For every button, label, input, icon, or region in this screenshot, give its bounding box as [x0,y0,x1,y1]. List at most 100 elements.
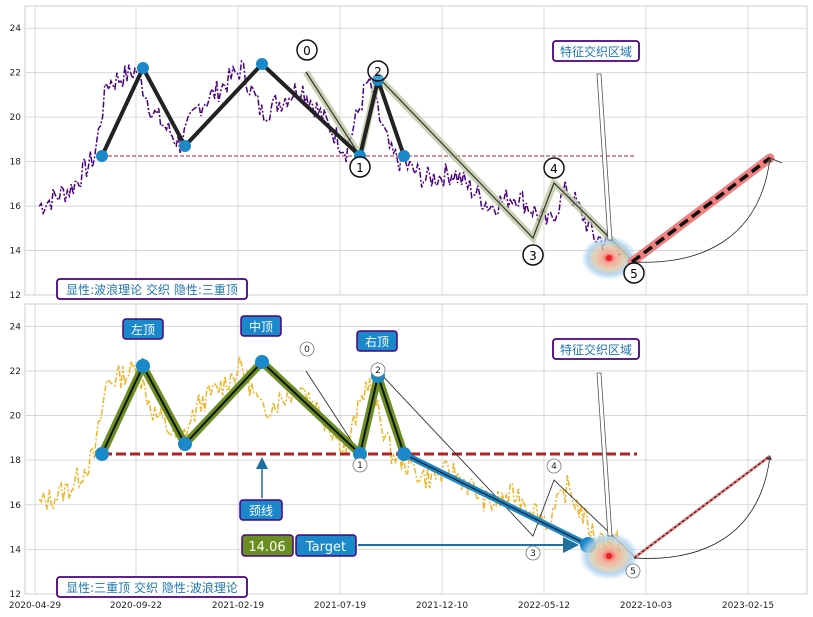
top-zone-pointer [596,73,613,241]
left-top-label: 左顶 [131,322,155,337]
bottom-point-7 [397,447,411,461]
top-ytick-label: 12 [10,291,21,301]
top-wave-label-0: 0 [303,44,311,58]
top-wave-labels: 0 1 2 3 4 5 [296,39,645,284]
top-projection-tick [769,157,783,164]
bottom-y-axis: 12 14 16 18 20 22 24 [10,322,22,600]
top-wave-label-5-ring [623,262,645,284]
top-point-6 [372,74,384,86]
xtick-label: 2022-10-03 [620,601,672,611]
top-point-7 [398,150,410,162]
bottom-ytick-label: 16 [10,501,22,511]
top-wave-label-3-ring [522,244,544,266]
top-zone-label: 特征交织区域 [560,44,632,59]
bottom-wave-label-5: 5 [630,567,636,577]
top-projection-line [630,156,772,264]
top-wave-label-4: 4 [550,162,558,176]
bottom-ytick-label: 14 [10,545,22,555]
xtick-label: 2020-09-22 [110,601,162,611]
top-wave-label-1: 1 [356,161,364,175]
bottom-wave-label-0-ring [299,341,315,357]
right-top-label: 右顶 [365,334,389,349]
top-wave-label-1-ring [349,156,371,178]
left-top-badge [122,318,164,340]
top-ytick-label: 18 [10,158,22,168]
bottom-ytick-label: 18 [10,456,22,466]
bottom-wave-label-4: 4 [551,462,557,472]
middle-top-label: 中顶 [249,319,273,334]
bottom-wave-label-1-ring [352,457,368,473]
bottom-zone-badge [552,338,640,360]
xtick-label: 2021-07-19 [314,601,367,611]
bottom-point-4 [255,355,269,369]
bottom-wave-label-3-ring [525,545,541,561]
bottom-caption: 显性:三重顶 交织 隐性:波浪理论 [66,580,238,595]
top-projection-arc [633,157,772,263]
xtick-label: 2020-04-29 [9,601,62,611]
top-zigzag-points [96,58,410,162]
right-top-badge [356,330,398,352]
bottom-ytick-label: 20 [10,412,22,422]
top-point-2 [137,62,149,74]
top-wave-label-5: 5 [630,267,638,281]
bottom-zone-label: 特征交织区域 [560,342,632,357]
bottom-wave-labels: 0 1 2 3 4 5 [299,341,641,579]
neckline-label: 颈线 [249,504,273,518]
top-wave-label-0-ring [296,39,318,61]
top-wave-label-2-ring [367,60,389,82]
top-y-axis: 12 14 16 18 20 22 24 [10,24,22,301]
top-plot-area [24,5,808,296]
bottom-wave-label-4-ring [546,458,562,474]
bottom-projection-line [633,455,771,559]
top-ytick-label: 14 [10,247,22,257]
bottom-wave-label-2: 2 [375,366,381,376]
top-ytick-label: 16 [10,202,22,212]
top-zone-center [606,255,612,261]
top-wave-label-3: 3 [529,249,537,263]
bottom-zone-pointer [596,372,613,537]
bottom-ytick-label: 22 [10,367,21,377]
neckline-badge [239,499,283,521]
bottom-point-1 [95,447,109,461]
bottom-wave-label-2-ring [370,362,386,378]
top-ytick-label: 24 [10,24,22,34]
bottom-wave-label-1: 1 [357,461,363,471]
xtick-label: 2023-02-15 [722,601,774,611]
target-label: Target [305,540,346,555]
bottom-wave-label-0: 0 [304,345,310,355]
xtick-label: 2021-02-19 [212,601,265,611]
bottom-breakdown-line [403,453,589,546]
bottom-ytick-label: 24 [10,322,22,332]
target-label-badge [295,534,357,557]
top-point-3 [179,140,191,152]
top-caption: 显性:波浪理论 交织 隐性:三重顶 [66,282,238,297]
top-wave-label-4-ring [543,157,565,179]
top-zone-badge [552,40,640,62]
target-value-badge [241,534,294,557]
target-value: 14.06 [248,540,285,555]
middle-top-badge [240,315,282,337]
bottom-x-axis: 2020-04-29 2020-09-22 2021-02-19 2021-07-19… [9,601,774,611]
top-point-4 [256,58,268,70]
top-ytick-label: 22 [10,69,21,79]
top-ytick-label: 20 [10,113,22,123]
bottom-zone-center [606,553,612,559]
bottom-point-2 [136,359,150,373]
bottom-point-3 [178,437,192,451]
xtick-label: 2021-12-10 [416,601,469,611]
top-point-1 [96,150,108,162]
bottom-wave-label-3: 3 [530,549,536,559]
top-caption-badge [56,278,248,300]
xtick-label: 2022-05-12 [518,601,570,611]
top-interweave-line [305,71,635,263]
bottom-caption-badge [56,576,248,598]
bottom-ytick-label: 12 [10,590,21,600]
top-wave-label-2: 2 [374,65,382,79]
bottom-wave-label-5-ring [625,563,641,579]
bottom-point-5 [353,447,367,461]
bottom-grid [25,304,807,595]
bottom-projection-arc [633,455,772,559]
